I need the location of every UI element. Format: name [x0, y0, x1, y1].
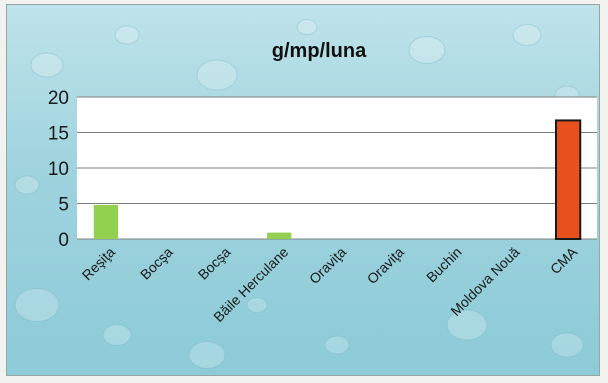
y-tick-label: 15: [48, 124, 69, 145]
water-drop: [324, 335, 350, 355]
water-drop: [550, 332, 584, 358]
y-axis-ticks: 0 5 10 15 20: [48, 88, 69, 251]
water-drop: [296, 19, 318, 35]
water-drop: [188, 341, 226, 369]
water-drops-background: [14, 19, 584, 369]
gridlines: [77, 96, 597, 240]
chart-frame: g/mp/luna 0 5 10 15 20 Reşiţa Bocşa Bocşa Băile…: [6, 4, 600, 376]
x-tick-label: Buchin: [423, 244, 465, 286]
water-drop: [408, 36, 446, 64]
water-drop: [114, 25, 140, 45]
water-drop: [30, 52, 64, 78]
water-drop: [102, 324, 132, 346]
water-drop: [14, 175, 40, 195]
water-drop: [246, 297, 268, 313]
x-tick-label: Oraviţa: [306, 244, 349, 287]
y-tick-label: 20: [48, 88, 69, 109]
water-drop: [14, 288, 60, 322]
x-tick-label: Bocşa: [195, 244, 234, 283]
bars: [93, 119, 582, 240]
x-tick-label: Bocşa: [137, 244, 176, 283]
chart-title: g/mp/luna: [272, 40, 367, 62]
bar: [554, 119, 582, 240]
x-tick-label: Oraviţa: [364, 244, 407, 287]
y-tick-label: 0: [58, 230, 69, 251]
water-drop: [446, 309, 488, 341]
y-tick-label: 10: [48, 159, 69, 180]
bar: [267, 232, 292, 239]
bar: [93, 204, 119, 239]
water-drop: [512, 24, 542, 46]
x-tick-label: Reşiţa: [79, 244, 119, 284]
y-tick-label: 5: [58, 195, 69, 216]
x-tick-label: CMA: [547, 243, 581, 277]
water-drop: [196, 59, 238, 91]
